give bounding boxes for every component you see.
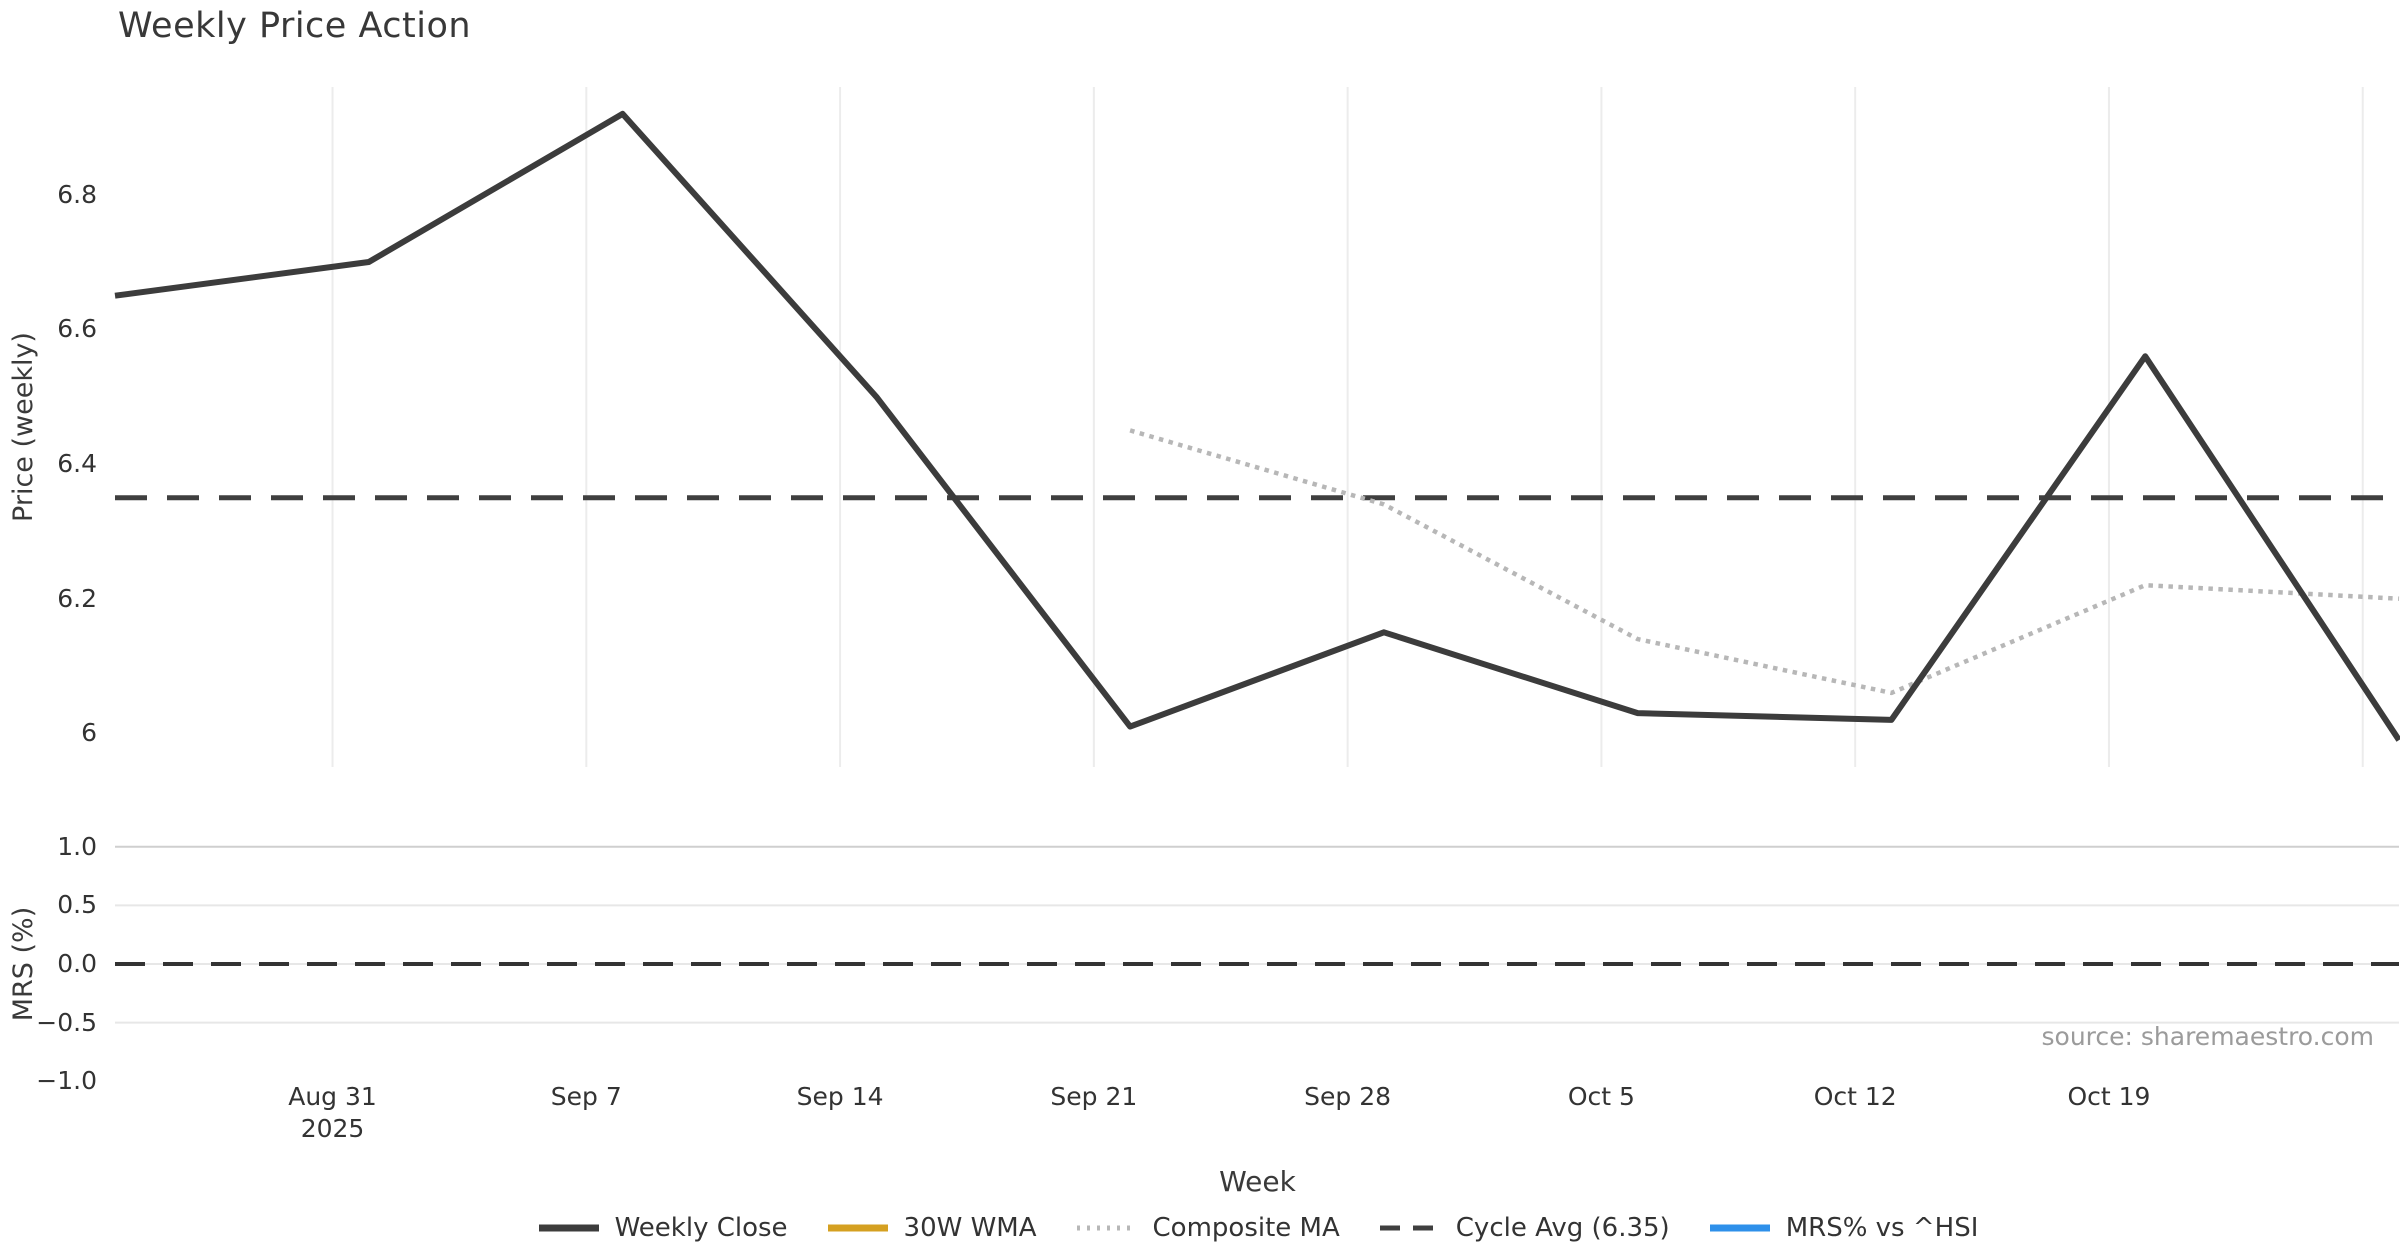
weekly-close-line: [114, 110, 2400, 742]
legend-label: Composite MA: [1152, 1213, 1340, 1243]
price-axis-title: Price (weekly): [8, 332, 39, 522]
legend-swatch-30w-wma: [827, 1224, 888, 1232]
price-ytick-label: 6.2: [57, 583, 97, 613]
x-tick-label: Sep 21: [1050, 1082, 1138, 1111]
legend-label: 30W WMA: [903, 1213, 1037, 1243]
x-tick-label: Oct 19: [2067, 1082, 2151, 1111]
source-attribution: source: sharemaestro.com: [2041, 1022, 2375, 1051]
price-ytick-label: 6.6: [57, 314, 97, 344]
legend-item-mrs[interactable]: MRS% vs ^HSI: [1708, 1213, 1979, 1243]
price-ytick-label: 6: [81, 718, 97, 748]
mrs-ytick-label: −1.0: [36, 1066, 97, 1096]
legend-item-weekly-close[interactable]: Weekly Close: [537, 1213, 788, 1243]
legend-label: Weekly Close: [614, 1213, 788, 1243]
mrs-ytick-label: −0.5: [36, 1007, 97, 1037]
x-tick-label: Oct 5: [1567, 1082, 1635, 1111]
legend-item-30w-wma[interactable]: 30W WMA: [826, 1213, 1037, 1243]
legend-swatch-composite-ma: [1076, 1225, 1137, 1231]
chart-title: Weekly Price Action: [118, 6, 472, 46]
legend-swatch-weekly-close: [538, 1224, 599, 1232]
legend: Weekly Close 30W WMA Composite MA Cycle …: [115, 1210, 2400, 1246]
legend-item-composite-ma[interactable]: Composite MA: [1075, 1213, 1340, 1243]
legend-label: Cycle Avg (6.35): [1455, 1213, 1670, 1243]
x-tick-label: Aug 31: [288, 1082, 377, 1111]
price-ytick-label: 6.4: [57, 449, 97, 479]
legend-swatch-mrs: [1709, 1224, 1770, 1232]
x-tick-year-label: 2025: [300, 1114, 365, 1143]
x-tick-label: Sep 28: [1304, 1082, 1392, 1111]
legend-swatch-cycle-avg: [1379, 1225, 1440, 1231]
legend-item-cycle-avg[interactable]: Cycle Avg (6.35): [1378, 1213, 1670, 1243]
x-tick-label: Oct 12: [1813, 1082, 1897, 1111]
mrs-ytick-label: 0.5: [57, 890, 97, 920]
mrs-ytick-label: 1.0: [57, 831, 97, 861]
x-tick-label: Sep 14: [796, 1082, 884, 1111]
x-axis-title: Week: [1219, 1165, 1296, 1198]
x-tick-label: Sep 7: [550, 1082, 622, 1111]
legend-label: MRS% vs ^HSI: [1785, 1213, 1979, 1243]
mrs-ytick-label: 0.0: [57, 949, 97, 978]
composite-ma-line: [1129, 428, 2400, 696]
price-ytick-label: 6.8: [57, 179, 97, 209]
